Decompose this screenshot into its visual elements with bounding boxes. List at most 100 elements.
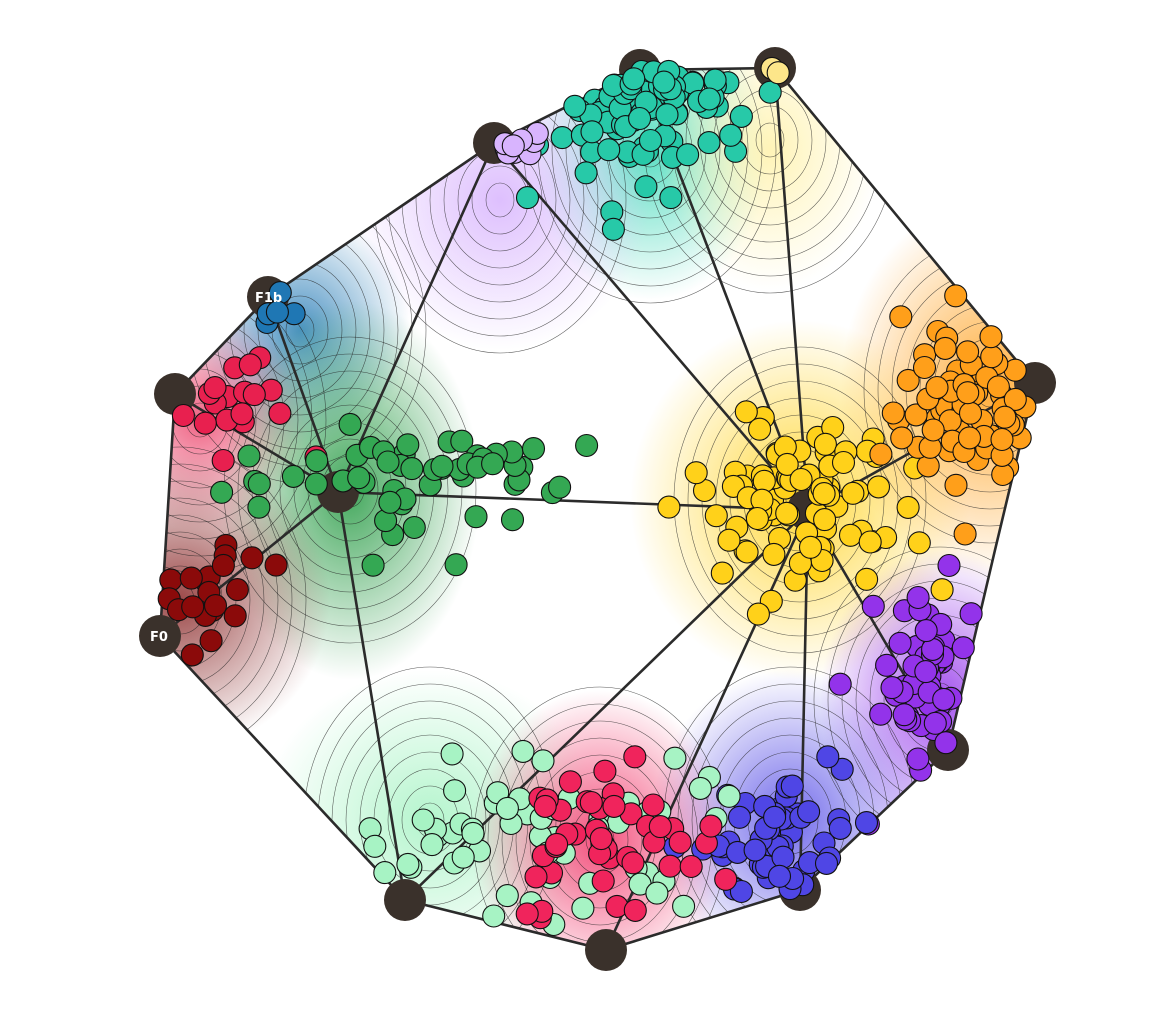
data-point: [211, 553, 235, 577]
data-point: [855, 567, 879, 591]
data-point: [575, 433, 599, 458]
anchor-label-f1b: F1b: [255, 291, 282, 306]
data-point: [727, 805, 752, 829]
data-point: [746, 602, 770, 626]
data-point: [622, 67, 646, 91]
data-point: [211, 448, 235, 473]
data-point: [181, 595, 205, 619]
data-point: [420, 833, 444, 857]
data-point: [831, 450, 856, 475]
data-point: [1003, 387, 1027, 411]
data-point: [668, 830, 692, 854]
anchor-node: [585, 929, 627, 971]
data-point: [230, 402, 254, 426]
data-point: [869, 702, 893, 726]
data-point: [515, 902, 539, 926]
data-point: [925, 375, 949, 400]
data-point: [907, 531, 931, 555]
data-point: [889, 305, 913, 329]
data-point: [550, 126, 574, 150]
data-point: [904, 403, 928, 427]
data-point: [734, 400, 758, 424]
data-point: [663, 746, 687, 770]
contour-line: [237, 353, 463, 627]
data-point: [242, 383, 266, 407]
data-point: [338, 412, 362, 436]
data-point: [376, 450, 400, 474]
data-point: [180, 643, 204, 667]
data-point: [676, 143, 700, 167]
data-point: [652, 70, 676, 94]
data-point: [645, 881, 669, 905]
data-points: [157, 56, 1037, 937]
data-point: [828, 672, 852, 696]
data-point: [956, 340, 980, 364]
data-point: [440, 742, 464, 766]
data-point: [906, 585, 930, 610]
data-point: [869, 442, 893, 466]
data-point: [623, 745, 647, 769]
data-point: [193, 411, 217, 435]
data-point: [347, 466, 371, 490]
data-point: [533, 794, 557, 818]
data-point: [450, 429, 474, 453]
data-point: [699, 814, 723, 838]
data-point: [203, 376, 227, 400]
data-point: [265, 300, 289, 324]
data-point: [495, 796, 519, 820]
data-point: [411, 808, 435, 832]
contour-line: [257, 278, 343, 382]
data-point: [179, 566, 203, 590]
data-point: [980, 345, 1004, 369]
data-point: [957, 426, 982, 450]
data-point: [944, 473, 968, 497]
data-point: [621, 851, 645, 875]
anchor-node: [139, 615, 181, 657]
data-point: [767, 864, 792, 888]
data-point: [697, 87, 721, 111]
contour-line: [755, 122, 785, 158]
data-point: [500, 508, 525, 532]
data-point: [797, 800, 821, 824]
data-point: [658, 854, 682, 878]
data-point: [944, 284, 968, 308]
data-point: [798, 535, 823, 559]
data-point: [531, 749, 555, 773]
data-point: [548, 475, 572, 499]
data-point: [305, 449, 329, 473]
data-point: [956, 381, 980, 405]
data-point: [657, 495, 681, 519]
data-point: [237, 444, 261, 468]
data-point: [697, 131, 721, 155]
data-point: [953, 522, 977, 546]
data-point: [589, 827, 613, 851]
data-point: [247, 472, 271, 496]
edge: [336, 490, 810, 512]
data-point: [717, 784, 741, 808]
data-point: [934, 731, 958, 755]
anchor-label-f0: F0: [150, 630, 168, 645]
data-point: [896, 495, 920, 519]
data-point: [923, 711, 947, 735]
data-point: [240, 546, 264, 570]
data-point: [199, 629, 223, 653]
data-point: [888, 631, 912, 655]
data-point: [775, 452, 799, 476]
data-point: [171, 403, 195, 428]
data-point: [444, 553, 468, 577]
data-point: [602, 794, 626, 818]
data-point: [930, 578, 954, 602]
edge: [336, 490, 407, 902]
data-point: [766, 61, 790, 85]
data-point: [597, 138, 621, 162]
data-point: [571, 896, 595, 920]
data-point: [655, 103, 679, 127]
data-point: [402, 515, 426, 540]
data-point: [729, 104, 753, 128]
data-point: [545, 832, 569, 856]
data-point: [593, 759, 617, 783]
data-point: [990, 427, 1014, 452]
data-point: [921, 418, 945, 442]
data-point: [951, 636, 975, 660]
